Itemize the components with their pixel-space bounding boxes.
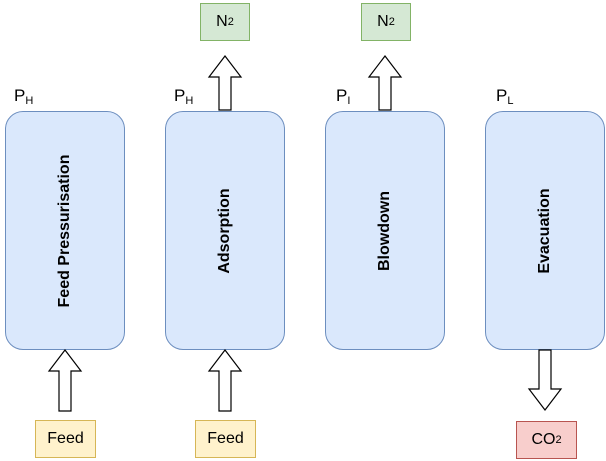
column-blowdown: Blowdown xyxy=(325,111,445,350)
arrow-up-feed-pressurisation xyxy=(47,349,83,412)
column-evacuation: Evacuation xyxy=(485,111,605,350)
column-feed-pressurisation: Feed Pressurisation xyxy=(5,111,125,350)
pressure-label-evacuation: PL xyxy=(496,86,514,107)
pressure-label-adsorption: PH xyxy=(174,86,194,107)
feed-input-adsorption: Feed xyxy=(195,420,256,458)
column-adsorption: Adsorption xyxy=(165,111,285,350)
pressure-label-pressurisation: PH xyxy=(14,86,34,107)
arrow-up-n2-adsorption xyxy=(207,55,243,111)
arrow-up-n2-blowdown xyxy=(367,55,403,111)
feed-input-pressurisation: Feed xyxy=(35,420,96,458)
co2-output-evacuation: CO 2 xyxy=(516,421,577,459)
arrow-up-feed-adsorption xyxy=(207,349,243,412)
arrow-down-co2-evacuation xyxy=(527,349,563,411)
pressure-label-blowdown: PI xyxy=(336,86,351,107)
